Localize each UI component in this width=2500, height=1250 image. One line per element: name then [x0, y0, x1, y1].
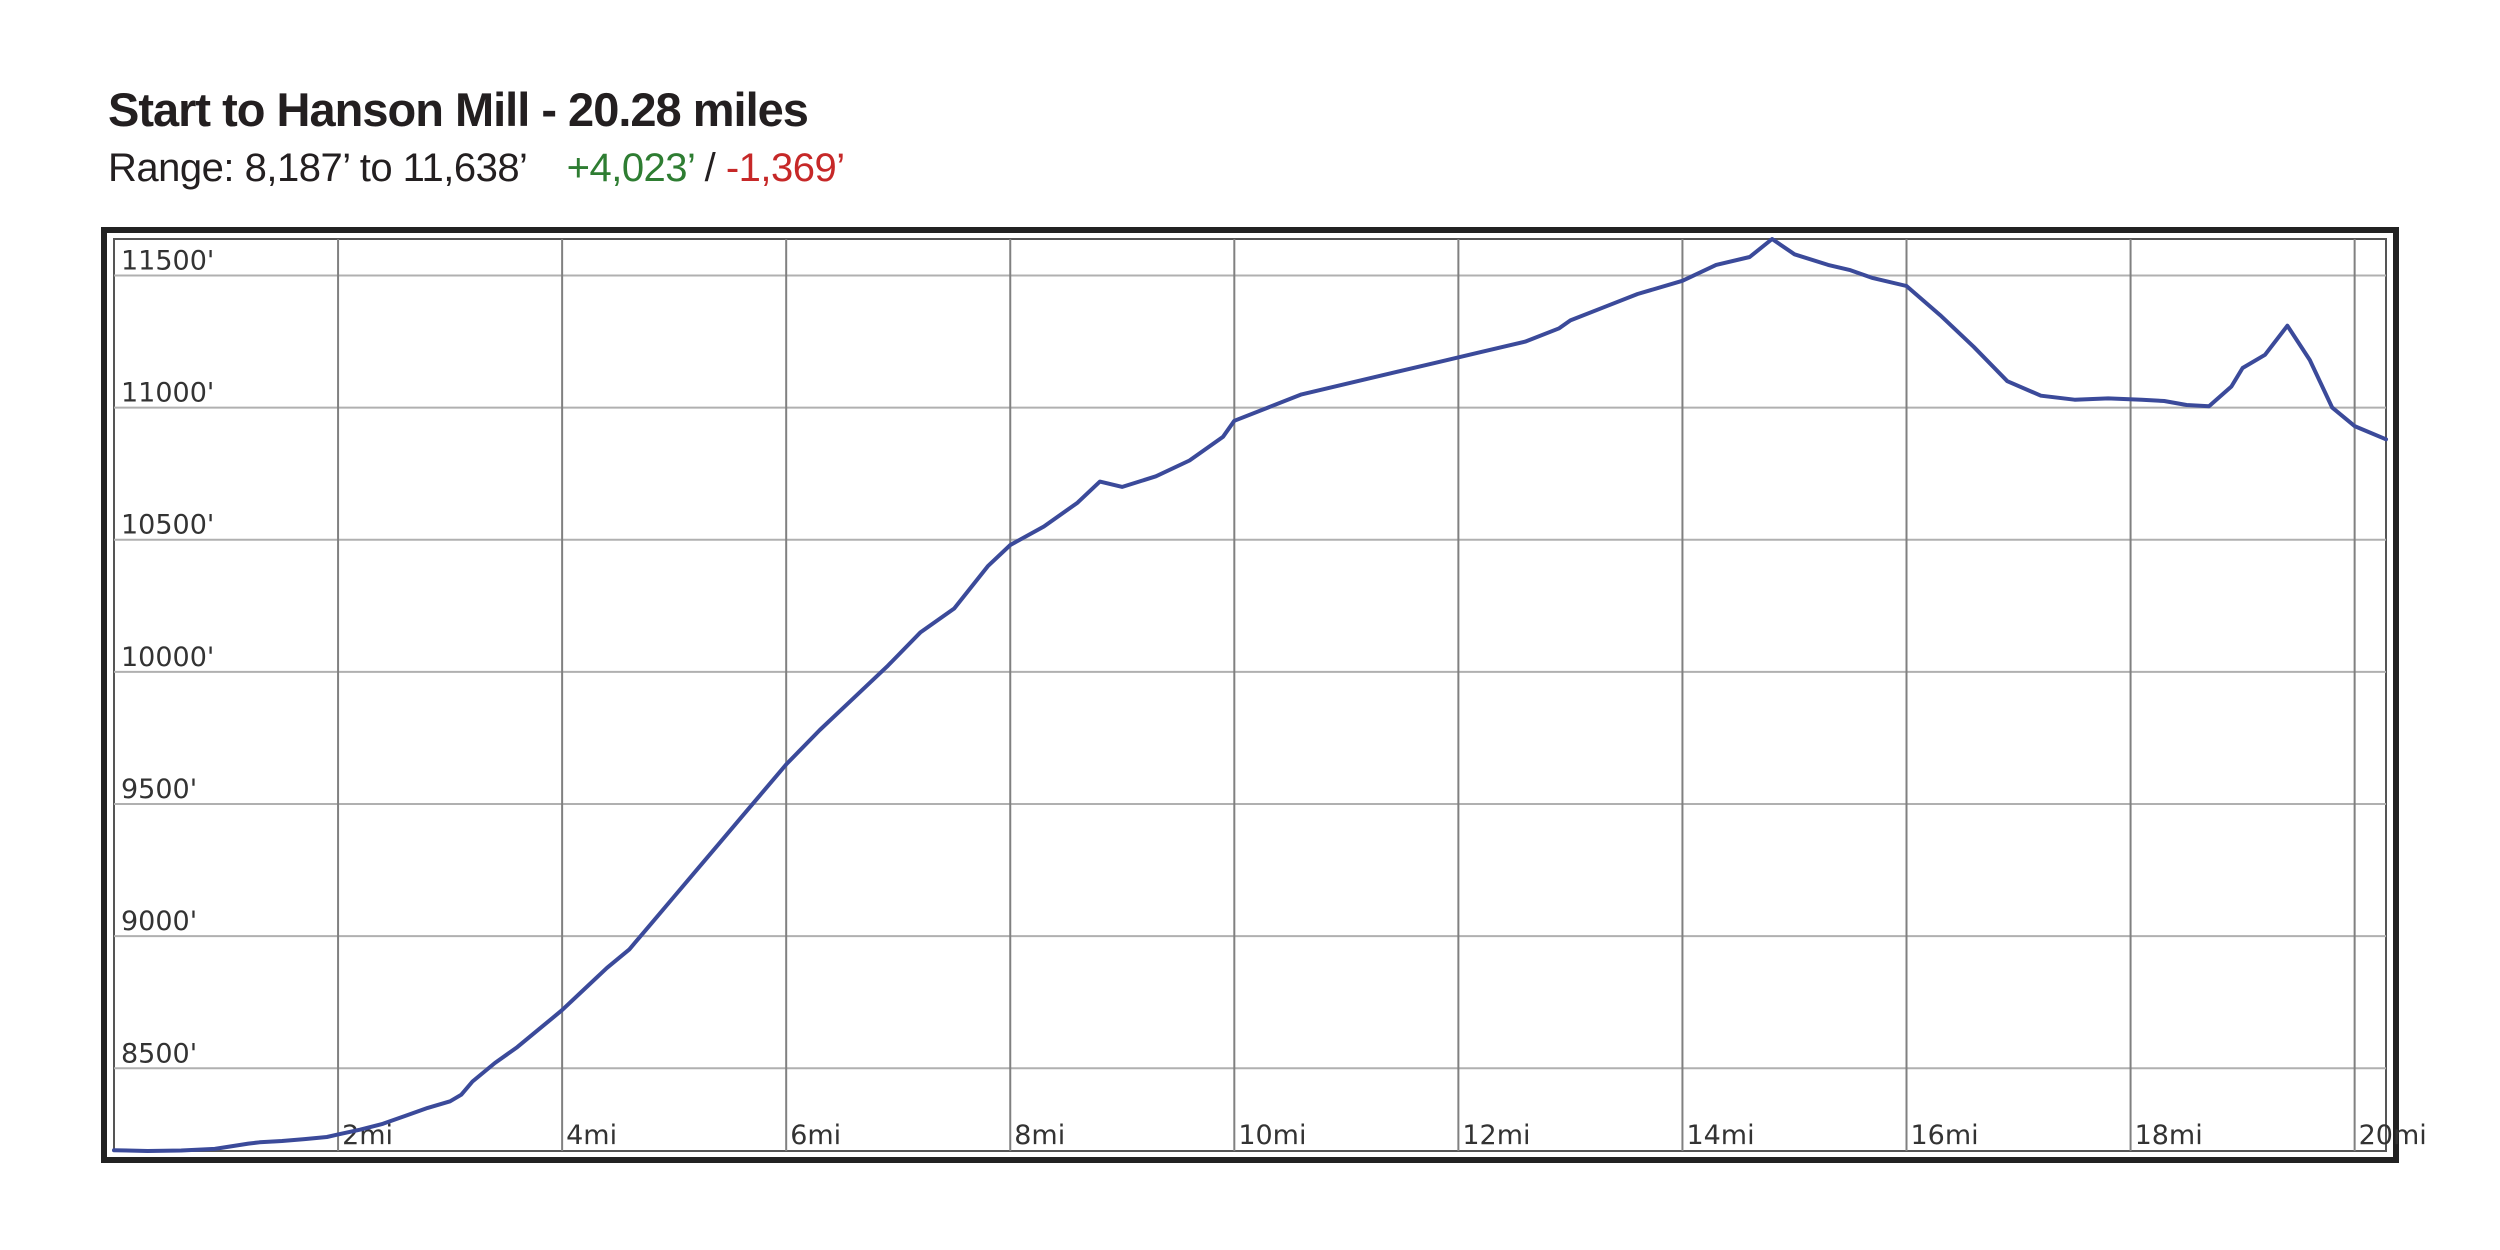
gain-loss-separator: / [704, 146, 716, 190]
x-tick-label: 6mi [790, 1120, 841, 1151]
chart-series [112, 237, 2388, 1153]
chart-title: Start to Hanson Mill - 20.28 miles [108, 83, 809, 136]
x-tick-label: 20mi [2359, 1120, 2427, 1151]
y-tick-label: 8500' [121, 1038, 197, 1069]
elevation-summary: Range: 8,187’ to 11,638’ +4,023’ / -1,36… [108, 146, 845, 191]
y-tick-label: 10000' [121, 642, 214, 673]
x-tick-label: 12mi [1462, 1120, 1530, 1151]
x-tick-label: 18mi [2135, 1120, 2203, 1151]
elevation-line [112, 237, 2388, 1153]
x-tick-label: 4mi [566, 1120, 617, 1151]
y-tick-label: 10500' [121, 510, 214, 541]
x-tick-label: 14mi [1686, 1120, 1754, 1151]
chart-tick-labels: 11500' 11000' 10500' 10000' 9500' 9000' 8500' 2… [121, 245, 2427, 1151]
y-tick-label: 9000' [121, 906, 197, 937]
chart-frame-outer [101, 227, 2399, 1163]
x-tick-label: 16mi [1911, 1120, 1979, 1151]
elevation-loss: -1,369’ [725, 146, 845, 190]
chart-frame-inner [113, 238, 2387, 1152]
x-tick-label: 8mi [1014, 1120, 1065, 1151]
chart-grid [114, 239, 2386, 1151]
y-tick-label: 11500' [121, 245, 214, 276]
elevation-gain: +4,023’ [566, 146, 695, 190]
y-tick-label: 9500' [121, 774, 197, 805]
x-tick-label: 10mi [1238, 1120, 1306, 1151]
y-tick-label: 11000' [121, 378, 214, 409]
elevation-range-label: Range: 8,187’ to 11,638’ [108, 146, 526, 190]
